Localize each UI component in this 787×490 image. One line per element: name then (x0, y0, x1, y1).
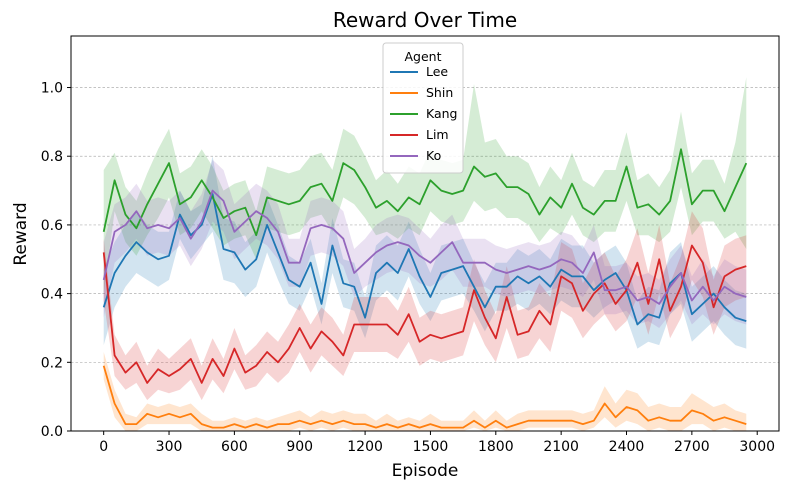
line-lee (102, 193, 747, 326)
line-shin (102, 365, 747, 429)
x-tick-label: 0 (99, 439, 108, 455)
x-tick-label: 1800 (478, 439, 514, 455)
y-tick-label: 0.6 (41, 218, 63, 234)
band-lee (103, 156, 747, 349)
y-tick-label: 0.0 (41, 424, 63, 440)
legend-items: Lee Shin Kang Lim Ko (390, 64, 458, 163)
x-tick-label: 1200 (347, 439, 383, 455)
y-tick-label: 0.4 (41, 287, 63, 303)
x-tick-label: 3000 (739, 439, 775, 455)
x-tick-label: 2400 (609, 439, 645, 455)
legend: Agent Lee Shin Kang Lim Ko (382, 42, 464, 174)
y-tick-label: 0.2 (41, 355, 63, 371)
legend-label-shin: Shin (426, 85, 453, 100)
line-ko (102, 189, 747, 305)
legend-box (382, 42, 464, 174)
x-tick-label: 2100 (543, 439, 579, 455)
band-lim (103, 211, 747, 401)
band-kang (103, 77, 747, 294)
plot-area-frame (70, 35, 780, 432)
x-axis-title: Episode (392, 461, 459, 481)
series-lines (102, 148, 748, 429)
band-ko (103, 159, 747, 328)
x-tick-label: 300 (156, 439, 183, 455)
confidence-bands (103, 77, 747, 431)
y-tick-label: 1.0 (41, 81, 63, 97)
y-axis-ticks: 0.0 0.2 0.4 0.6 0.8 1.0 (41, 81, 71, 440)
chart-title: Reward Over Time (333, 8, 517, 32)
band-shin (103, 352, 747, 431)
x-axis-ticks: 0 300 600 900 1200 1500 1800 2100 2400 2700 3000 (99, 431, 775, 455)
y-axis-title: Reward (11, 202, 31, 265)
legend-title: Agent (405, 49, 442, 64)
legend-label-lee: Lee (426, 64, 448, 79)
x-tick-label: 1500 (413, 439, 449, 455)
legend-label-ko: Ko (426, 148, 441, 163)
legend-label-lim: Lim (426, 127, 449, 142)
line-lim (102, 244, 747, 384)
x-tick-label: 600 (221, 439, 248, 455)
x-tick-label: 900 (286, 439, 313, 455)
y-tick-label: 0.8 (41, 149, 63, 165)
x-tick-label: 2700 (674, 439, 710, 455)
legend-label-kang: Kang (426, 106, 458, 121)
